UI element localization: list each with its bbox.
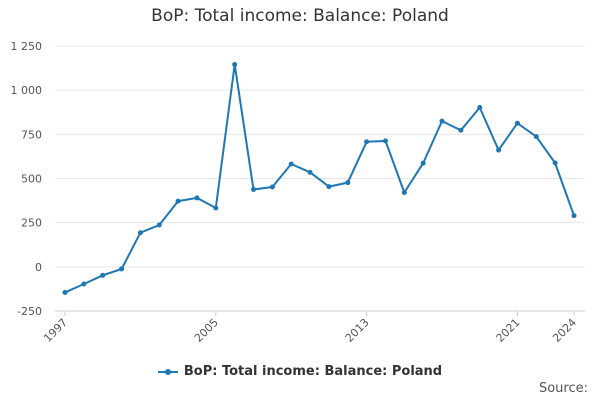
data-point bbox=[401, 189, 407, 195]
data-point bbox=[477, 104, 483, 110]
data-point bbox=[420, 160, 426, 166]
legend-label: BoP: Total income: Balance: Poland bbox=[183, 364, 443, 379]
data-point bbox=[213, 205, 219, 211]
data-point bbox=[307, 169, 313, 175]
x-tick-label: 1997 bbox=[41, 316, 70, 345]
x-tick-label: 2005 bbox=[192, 316, 221, 345]
y-tick-label: -250 bbox=[17, 305, 42, 318]
y-tick-label: 0 bbox=[35, 261, 42, 274]
data-point bbox=[364, 139, 370, 145]
data-point bbox=[175, 198, 181, 204]
data-point bbox=[232, 62, 238, 68]
x-tick-label: 2024 bbox=[550, 316, 579, 345]
legend[interactable]: BoP: Total income: Balance: Poland bbox=[0, 364, 600, 379]
source-label: Source: bbox=[538, 381, 588, 396]
data-point bbox=[156, 222, 162, 228]
data-point bbox=[533, 134, 539, 140]
data-point bbox=[251, 186, 257, 192]
y-tick-label: 750 bbox=[21, 128, 42, 141]
data-point bbox=[194, 195, 200, 201]
y-tick-label: 1 250 bbox=[11, 40, 43, 53]
x-tick-label: 2013 bbox=[343, 316, 372, 345]
data-point bbox=[100, 272, 106, 278]
data-point bbox=[345, 180, 351, 186]
x-tick-label: 2021 bbox=[494, 316, 523, 345]
data-point bbox=[514, 120, 520, 126]
data-point bbox=[137, 230, 143, 236]
data-point bbox=[571, 213, 577, 219]
data-point bbox=[288, 161, 294, 167]
data-point bbox=[119, 266, 125, 272]
series-line bbox=[64, 63, 575, 294]
legend-line-icon bbox=[157, 367, 178, 377]
data-point bbox=[552, 160, 558, 166]
y-tick-label: 250 bbox=[21, 217, 42, 230]
data-point bbox=[326, 184, 332, 190]
chart-title: BoP: Total income: Balance: Poland bbox=[151, 6, 449, 26]
data-point bbox=[458, 127, 464, 133]
data-point bbox=[269, 184, 275, 190]
data-point bbox=[496, 147, 502, 153]
data-point bbox=[62, 289, 68, 295]
y-tick-label: 500 bbox=[21, 173, 42, 186]
data-point bbox=[439, 118, 445, 124]
y-tick-label: 1 000 bbox=[11, 84, 43, 97]
data-point bbox=[81, 281, 87, 287]
data-point bbox=[382, 138, 388, 144]
